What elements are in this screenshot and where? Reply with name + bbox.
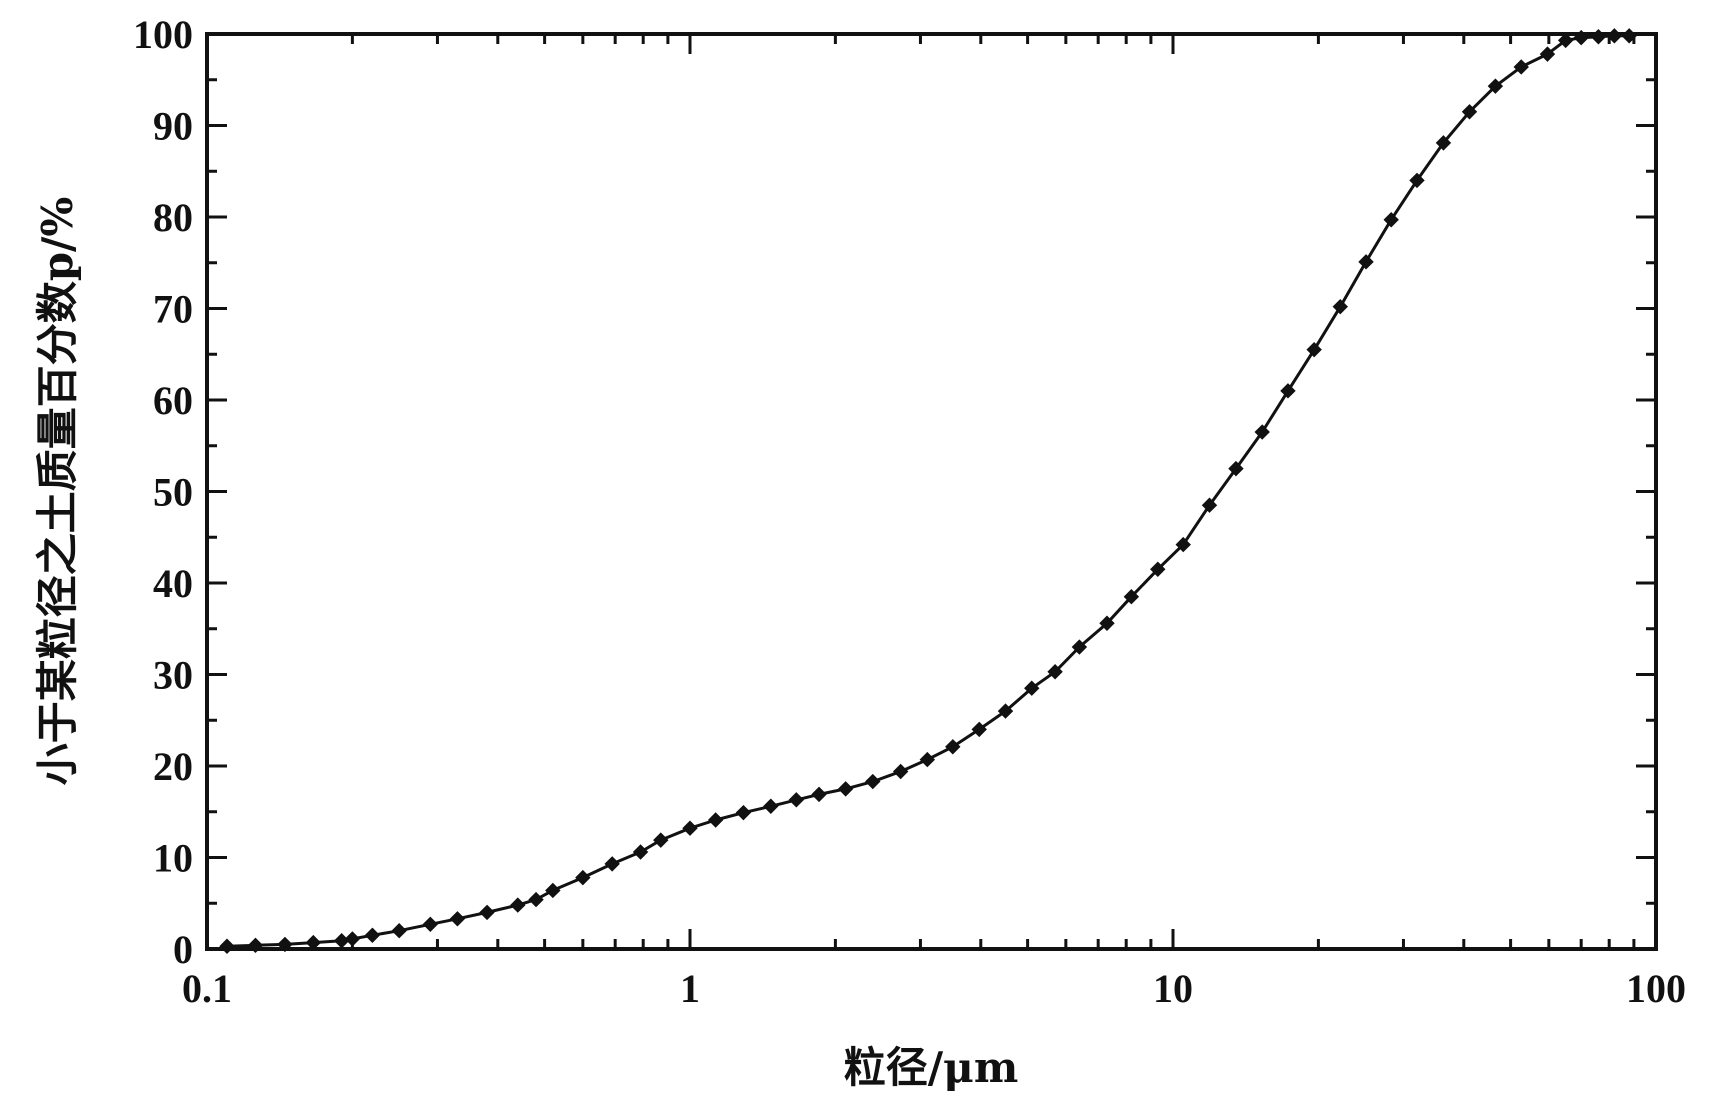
data-point — [449, 911, 466, 927]
data-point — [479, 904, 495, 921]
data-point — [945, 739, 961, 755]
x-tick-label: 100 — [1626, 966, 1686, 1011]
data-point — [1099, 615, 1115, 631]
y-tick-label: 20 — [153, 744, 193, 789]
data-point — [1175, 536, 1191, 553]
y-tick-label: 80 — [153, 195, 193, 240]
y-tick-label: 60 — [153, 378, 193, 423]
data-point — [1150, 561, 1166, 577]
data-point — [1201, 497, 1218, 513]
series-line — [226, 34, 1630, 948]
data-point — [1557, 32, 1574, 49]
x-axis-title: 粒径/μm — [844, 1043, 1019, 1092]
data-point — [1306, 341, 1322, 358]
y-tick-label: 90 — [153, 104, 193, 149]
data-point — [219, 938, 235, 954]
data-point — [682, 820, 698, 836]
data-point — [545, 882, 561, 899]
data-point — [1047, 664, 1063, 680]
data-point — [837, 781, 854, 797]
data-point — [632, 844, 649, 860]
data-point — [1383, 212, 1399, 228]
data-point — [1024, 680, 1040, 696]
data-point — [391, 922, 407, 939]
x-tick-label: 0.1 — [182, 966, 232, 1011]
data-point — [653, 832, 669, 848]
x-tick-labels: 0.1 1 10 100 — [182, 966, 1686, 1011]
data-point — [604, 856, 620, 872]
data-point — [1409, 172, 1425, 189]
data-point — [1071, 639, 1088, 655]
y-tick-label: 70 — [153, 287, 193, 332]
plot-frame — [205, 32, 1658, 951]
y-tick-labels: 0 10 20 30 40 50 60 70 80 90 100 — [133, 12, 193, 972]
data-point — [575, 869, 591, 886]
y-tick-label: 10 — [153, 836, 193, 881]
data-point — [735, 804, 752, 821]
data-point — [1461, 104, 1478, 120]
y-axis-title: 小于某粒径之土质量百分数p/% — [33, 197, 82, 786]
data-point — [344, 931, 361, 947]
data-point — [892, 763, 909, 780]
data-point — [528, 891, 544, 908]
data-point — [811, 786, 827, 803]
data-point — [1487, 78, 1504, 94]
data-point — [1435, 135, 1452, 151]
y-tick-label: 100 — [133, 12, 193, 57]
data-point — [510, 897, 526, 913]
data-point — [707, 812, 724, 828]
data-point — [1123, 589, 1140, 605]
data-point — [997, 703, 1014, 719]
axis-ticks — [205, 32, 1658, 951]
y-tick-label: 50 — [153, 470, 193, 515]
y-tick-label: 40 — [153, 561, 193, 606]
data-point — [919, 751, 936, 768]
data-point — [1280, 383, 1296, 399]
data-point — [788, 792, 805, 808]
data-point — [1539, 46, 1556, 62]
x-tick-label: 1 — [680, 966, 700, 1011]
data-point — [1513, 59, 1529, 75]
data-point — [422, 916, 439, 933]
data-point — [364, 927, 381, 943]
x-tick-label: 10 — [1153, 966, 1193, 1011]
data-point — [1332, 298, 1348, 315]
data-point — [865, 773, 881, 790]
series-group — [219, 28, 1637, 954]
data-point — [1358, 254, 1374, 270]
data-point — [971, 721, 987, 738]
data-point — [1228, 460, 1244, 477]
data-point — [1590, 29, 1607, 45]
y-tick-label: 0 — [173, 927, 193, 972]
data-point — [1254, 424, 1270, 440]
y-tick-label: 30 — [153, 653, 193, 698]
data-point — [763, 798, 779, 814]
